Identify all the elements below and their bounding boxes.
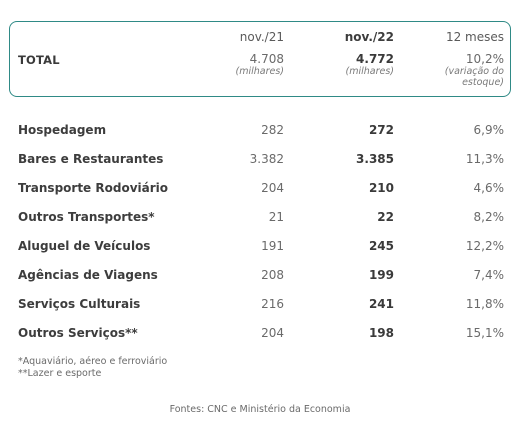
row-name: Serviços Culturais <box>18 297 141 311</box>
total-nov22-unit: (milhares) <box>345 66 395 77</box>
table-row: Transporte Rodoviário 204 210 4,6% <box>0 181 520 201</box>
total-12m-value: 10,2% <box>465 52 504 66</box>
row-nov21: 204 <box>261 181 284 195</box>
row-nov22: 210 <box>368 181 394 195</box>
row-nov22: 272 <box>368 123 394 137</box>
row-name: Outros Serviços** <box>18 326 138 340</box>
row-12m: 7,4% <box>473 268 505 282</box>
total-12m-note-line2: estoque) <box>462 77 504 88</box>
row-nov22: 245 <box>368 239 394 253</box>
row-name: Aluguel de Veículos <box>18 239 151 253</box>
row-name: Bares e Restaurantes <box>18 152 164 166</box>
total-summary-box <box>9 21 511 97</box>
row-nov22: 22 <box>377 210 394 224</box>
row-name: Transporte Rodoviário <box>18 181 168 195</box>
row-name: Outros Transportes* <box>18 210 155 224</box>
table-row: Aluguel de Veículos 191 245 12,2% <box>0 239 520 259</box>
table-row: Outros Transportes* 21 22 8,2% <box>0 210 520 230</box>
total-12m-note-line1: (variação do <box>444 66 504 77</box>
row-nov22: 198 <box>368 326 394 340</box>
row-12m: 12,2% <box>465 239 504 253</box>
row-nov21: 21 <box>268 210 284 224</box>
row-name: Hospedagem <box>18 123 107 137</box>
row-nov21: 3.382 <box>249 152 284 166</box>
total-nov21-value: 4.708 <box>249 52 284 66</box>
table-row: Bares e Restaurantes 3.382 3.385 11,3% <box>0 152 520 172</box>
footnote-aquaviario: *Aquaviário, aéreo e ferroviário <box>18 356 168 367</box>
total-nov21-unit: (milhares) <box>235 66 285 77</box>
row-12m: 4,6% <box>473 181 505 195</box>
header-nov22: nov./22 <box>344 30 394 44</box>
row-nov21: 191 <box>261 239 284 253</box>
row-nov21: 282 <box>261 123 284 137</box>
total-label: TOTAL <box>18 53 60 67</box>
row-name: Agências de Viagens <box>18 268 158 282</box>
table-row: Outros Serviços** 204 198 15,1% <box>0 326 520 346</box>
header-nov21: nov./21 <box>239 30 284 44</box>
row-12m: 8,2% <box>473 210 505 224</box>
table-row: Hospedagem 282 272 6,9% <box>0 123 520 143</box>
row-nov22: 241 <box>368 297 394 311</box>
row-12m: 6,9% <box>473 123 505 137</box>
row-nov21: 208 <box>261 268 284 282</box>
row-nov21: 204 <box>261 326 284 340</box>
source-note: Fontes: CNC e Ministério da Economia <box>169 404 351 415</box>
total-nov22-value: 4.772 <box>356 52 394 66</box>
table-row: Agências de Viagens 208 199 7,4% <box>0 268 520 288</box>
header-12-meses: 12 meses <box>445 30 504 44</box>
row-12m: 15,1% <box>465 326 504 340</box>
row-12m: 11,8% <box>465 297 504 311</box>
row-nov22: 3.385 <box>356 152 394 166</box>
row-nov21: 216 <box>261 297 284 311</box>
row-12m: 11,3% <box>465 152 504 166</box>
row-nov22: 199 <box>368 268 394 282</box>
footnote-lazer: **Lazer e esporte <box>18 368 102 379</box>
table-row: Serviços Culturais 216 241 11,8% <box>0 297 520 317</box>
